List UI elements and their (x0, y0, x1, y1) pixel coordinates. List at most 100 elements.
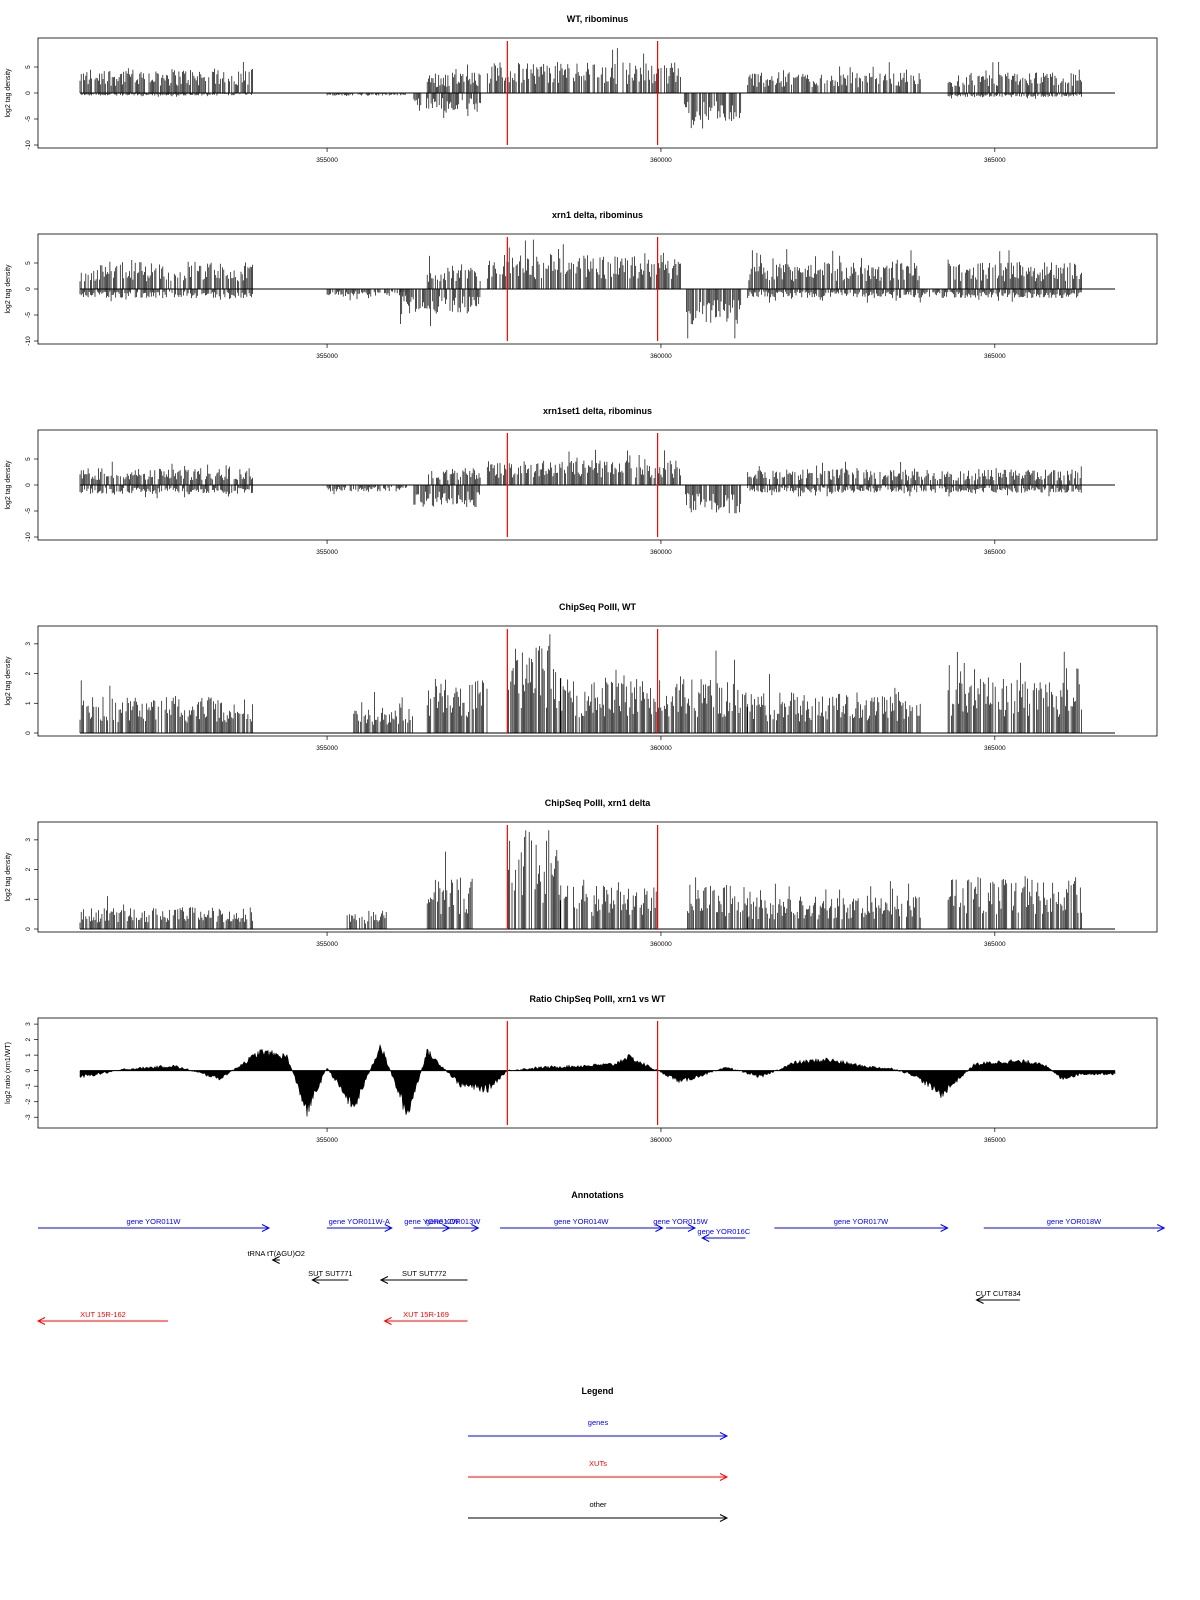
x-tick-label: 365000 (984, 353, 1006, 360)
x-tick-label: 355000 (316, 157, 338, 164)
y-tick-label: 5 (25, 65, 32, 69)
legend-arrow-head (719, 1432, 729, 1440)
legend-item: other (468, 1500, 729, 1522)
feature-arrow-head (940, 1224, 949, 1232)
chart-panel-5: ChipSeq PolII, xrn1 delta log2 tag densit… (5, 798, 1158, 948)
density-bars (79, 48, 1082, 129)
feature-label: gene YOR015W (653, 1217, 708, 1226)
y-axis-label: log2 tag density (5, 852, 12, 902)
plot-frame (37, 1017, 1158, 1129)
annotation-feature: gene YOR014W (500, 1217, 664, 1232)
y-tick-label: 1 (25, 897, 32, 901)
annotation-feature: gene YOR016C (697, 1227, 751, 1242)
legend-title: Legend (581, 1386, 613, 1396)
annotation-feature: gene YOR013W (426, 1217, 481, 1232)
legend-label: XUTs (589, 1459, 607, 1468)
y-tick-label: 1 (25, 701, 32, 705)
y-tick-label: 5 (25, 261, 32, 265)
feature-label: gene YOR017W (834, 1217, 889, 1226)
y-tick-label: 0 (25, 1068, 32, 1072)
x-tick-label: 365000 (984, 1137, 1006, 1144)
feature-label: gene YOR018W (1047, 1217, 1102, 1226)
chart-panel-1: WT, ribominus log2 tag density -10 -5 0 5 3550… (5, 14, 1158, 164)
feature-arrow-head (1156, 1224, 1166, 1232)
y-axis-label: log2 ratio (xrn1/WT) (5, 1042, 12, 1104)
feature-label: XUT 15R-169 (403, 1310, 449, 1319)
y-tick-label: -1 (25, 1083, 32, 1089)
x-tick-label: 355000 (316, 941, 338, 948)
feature-label: XUT 15R-162 (80, 1310, 126, 1319)
chart-panel-6: Ratio ChipSeq PolII, xrn1 vs WT log2 rati… (5, 994, 1158, 1144)
y-tick-label: 0 (25, 927, 32, 931)
y-axis-label: log2 tag density (5, 656, 12, 706)
feature-arrow-head (36, 1317, 46, 1325)
density-bars (79, 449, 1082, 514)
annotation-feature: gene YOR017W (774, 1217, 949, 1232)
y-tick-label: -2 (25, 1098, 32, 1104)
feature-arrow-head (261, 1224, 271, 1232)
feature-label: SUT SUT771 (308, 1269, 352, 1278)
feature-arrow-head (271, 1256, 280, 1264)
density-bars (79, 830, 1082, 929)
panel-title: Ratio ChipSeq PolII, xrn1 vs WT (529, 994, 666, 1004)
annotation-feature: gene YOR011W-A (326, 1217, 393, 1232)
legend-item: genes (468, 1418, 729, 1440)
density-bars (79, 239, 1082, 339)
y-tick-label: 2 (25, 1037, 32, 1041)
x-tick-label: 365000 (984, 745, 1006, 752)
density-bar-series (79, 634, 1082, 733)
x-tick-label: 360000 (650, 745, 672, 752)
feature-label: SUT SUT772 (402, 1269, 446, 1278)
x-tick-label: 355000 (316, 745, 338, 752)
feature-arrow-head (311, 1276, 320, 1284)
annotation-feature: gene YOR015W (653, 1217, 709, 1232)
panel-title: ChipSeq PolII, WT (559, 602, 636, 612)
feature-arrow-head (975, 1296, 984, 1304)
panel-title: WT, ribominus (567, 14, 629, 24)
y-tick-label: 2 (25, 671, 32, 675)
y-axis-label: log2 tag density (5, 68, 12, 118)
legend-arrow-head (719, 1473, 729, 1481)
y-axis-label: log2 tag density (5, 264, 12, 314)
y-tick-label: 0 (25, 731, 32, 735)
panel-title: xrn1 delta, ribominus (552, 210, 643, 220)
legend-arrow-head (719, 1514, 729, 1522)
x-tick-label: 365000 (984, 157, 1006, 164)
y-tick-label: -10 (25, 336, 32, 346)
y-tick-label: 3 (25, 1022, 32, 1026)
annotation-feature: SUT SUT772 (379, 1269, 468, 1284)
x-tick-label: 360000 (650, 353, 672, 360)
feature-label: CUT CUT834 (976, 1289, 1021, 1298)
density-bar-series (79, 48, 1082, 129)
panel-title: xrn1set1 delta, ribominus (543, 406, 652, 416)
y-tick-label: -5 (25, 508, 32, 514)
legend-label: genes (588, 1418, 609, 1427)
y-tick-label: 3 (25, 642, 32, 646)
feature-label: tRNA tT(AGU)O2 (247, 1249, 305, 1258)
annotation-feature: gene YOR011W (38, 1217, 271, 1232)
x-tick-label: 365000 (984, 549, 1006, 556)
density-bars (79, 634, 1082, 733)
x-tick-label: 355000 (316, 353, 338, 360)
y-tick-label: -5 (25, 312, 32, 318)
feature-label: gene YOR011W-A (329, 1217, 390, 1226)
y-tick-label: -3 (25, 1114, 32, 1120)
feature-label: gene YOR011W (127, 1217, 182, 1226)
panel-title: ChipSeq PolII, xrn1 delta (545, 798, 652, 808)
x-tick-label: 360000 (650, 1137, 672, 1144)
annotation-feature: tRNA tT(AGU)O2 (247, 1249, 305, 1264)
y-tick-label: 0 (25, 91, 32, 95)
chart-panel-2: xrn1 delta, ribominus log2 tag density -10… (5, 210, 1158, 360)
y-tick-label: 0 (25, 287, 32, 291)
feature-label: gene YOR016C (697, 1227, 750, 1236)
legend-item: XUTs (468, 1459, 729, 1481)
y-tick-label: 1 (25, 1053, 32, 1057)
x-tick-label: 360000 (650, 941, 672, 948)
feature-label: gene YOR013W (426, 1217, 481, 1226)
feature-arrow-head (471, 1224, 480, 1232)
x-tick-label: 365000 (984, 941, 1006, 948)
x-tick-label: 355000 (316, 1137, 338, 1144)
feature-label: gene YOR014W (554, 1217, 609, 1226)
density-bar-series (79, 830, 1082, 929)
